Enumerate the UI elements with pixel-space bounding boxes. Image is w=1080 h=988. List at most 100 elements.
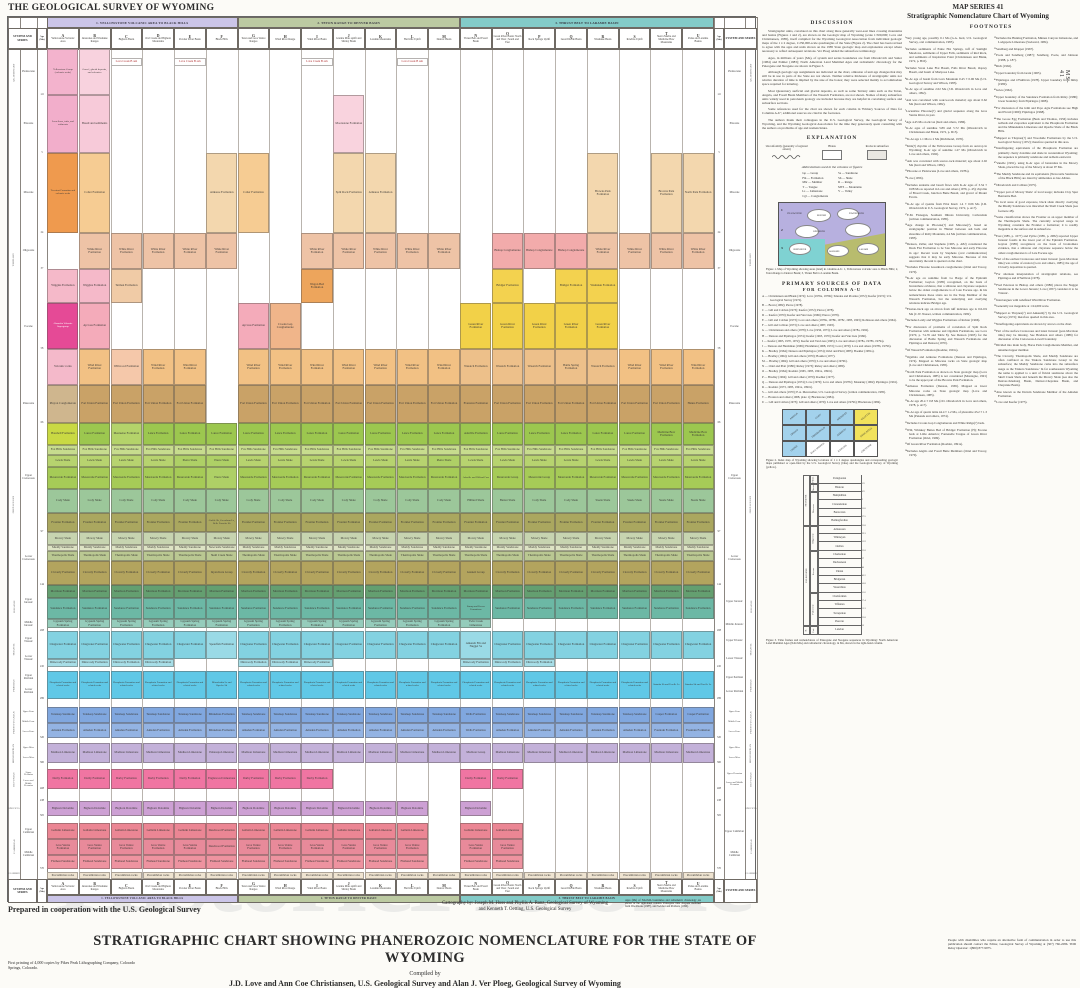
- formation-cell: Thermopolis Shale: [460, 551, 492, 561]
- abbreviation-entry: Cgl — Conglomerate: [802, 193, 829, 198]
- series-label: Upper Cambrian: [22, 828, 35, 834]
- formation-cell: Gypsum Spring Formation: [174, 619, 206, 628]
- era-label-text: ORDOVICIAN: [8, 807, 20, 810]
- footnote: ³²Wilt, Whiskey Buttes Bed of Bridger Fo…: [905, 427, 987, 440]
- formation-cell: Precambrian rocks: [396, 872, 428, 879]
- formation-cell: Wasatch Formation: [523, 349, 555, 385]
- formation-cell: Sundance Formation: [428, 598, 460, 619]
- age-tick: 58: [40, 347, 44, 350]
- formation-cell: Precambrian rocks: [110, 872, 142, 879]
- formation-cell: Morrison Formation: [460, 585, 492, 598]
- formation-cell: Gros Ventre Formation: [269, 839, 301, 855]
- column-letter: N: [474, 882, 478, 887]
- formation-cell: Morrison Formation: [142, 585, 174, 598]
- formation-cell: Chugwater Formation: [79, 631, 111, 659]
- header-column-header: H Wind River Range: [269, 28, 302, 49]
- age-tick: 1.6: [717, 93, 721, 96]
- formation-cell: Chugwater Formation: [364, 631, 397, 659]
- footnote: ⁶³The Cloverly, Thermopolis Shale, and M…: [994, 354, 1078, 387]
- formation-cell: Fox Hills Sandstone: [206, 445, 238, 455]
- formation-cell: Wasatch Formation: [587, 349, 619, 385]
- formation-cell: Fox Hills Sandstone: [110, 445, 142, 455]
- formation-cell: Mowry Shale: [555, 532, 587, 545]
- header-column-header: A Yellowstone Volcanic Area: [47, 28, 79, 49]
- formation-cell: Wiggins Formation: [47, 269, 79, 303]
- column-letter: C: [125, 35, 128, 39]
- source-entry: D — Keefer (1970); Keefer and Van Lieu (…: [762, 313, 840, 318]
- formation-cell: Chugwater Formation: [650, 631, 682, 659]
- footnote: ²⁵Of Wasatch Formation (Roehler, 1991a).: [905, 347, 959, 352]
- header-column-header: K Laramie Mountains: [364, 28, 397, 49]
- formation-cell: Green River Formation: [491, 303, 524, 349]
- formation-cell: Cloverly Formation: [682, 561, 714, 585]
- formation-cell: Skull Creek Shale: [206, 551, 238, 561]
- formation-cell: Fort Union Formation: [587, 385, 619, 423]
- formation-cell: Tensleep Sandstone: [110, 707, 142, 723]
- era-label: CRETACEOUS: [745, 423, 757, 585]
- formation-cell: White River Formation: [364, 233, 397, 269]
- column-letter: T: [665, 32, 668, 37]
- column-letter: P: [538, 883, 541, 888]
- formation-cell: Sundance Formation: [142, 598, 174, 619]
- header-column-header-bottom: K Laramie Mountains: [364, 879, 397, 895]
- era-label: PERMIAN: [745, 671, 757, 699]
- formation-cell: Dinwoody Formation: [79, 659, 111, 667]
- series-label: Upper Devonian: [726, 772, 743, 775]
- formation-cell: Wells Formation: [460, 707, 492, 723]
- formation-cell: Mesaverde Formation: [269, 467, 301, 489]
- formation-cell: Phosphoria Formation and related rocks: [110, 671, 142, 699]
- formation-cell: Madison Limestone: [110, 743, 142, 763]
- axis-gridline: [756, 17, 758, 903]
- formation-cell: Precambrian rocks: [79, 872, 111, 879]
- nalma-row: Lancian: [817, 626, 862, 635]
- authors: J.D. Love and Ann Coe Christiansen, U.S.…: [229, 979, 621, 988]
- formation-cell: Bridger Formation: [555, 269, 587, 303]
- formation-cell: Tensleep Sandstone: [587, 707, 619, 723]
- quad-row: OGDEN ROCK SPRINGS RAWLINS CHEYENNE: [782, 440, 882, 457]
- formation-cell: Tensleep Sandstone: [619, 707, 651, 723]
- formation-cell: Phosphoria Formation and related rocks: [47, 671, 79, 699]
- transect-band: 2. TETON RANGE TO DENVER BASIN: [237, 17, 460, 28]
- formation-cell: Frontier Formation: [491, 513, 524, 532]
- footnote: ⁶⁴Also known as the Darwin Sandstone Mem…: [994, 389, 1078, 398]
- formation-cell: Volcanic rocks: [47, 349, 79, 385]
- formation-cell: Pierre Shale: [206, 467, 238, 489]
- column-name: Hartville Uplift: [403, 886, 421, 890]
- column-letter: M: [442, 35, 446, 39]
- formation-cell: Wind River Formation: [79, 349, 111, 385]
- formation-cell: Chugwater Formation: [301, 631, 333, 659]
- formation-cell: Precambrian rocks: [555, 872, 587, 879]
- footnote: ³⁷Poole and Sandberg (1987); Sandberg, P…: [994, 53, 1078, 62]
- formation-cell: Phosphoria Formation and related rocks: [142, 671, 174, 699]
- formation-cell: Frontier Formation: [523, 513, 555, 532]
- series-label: Middle Penn.: [22, 720, 35, 723]
- formation-cell: Mowry Shale: [301, 532, 333, 545]
- quad-cell: ASHTON: [782, 408, 806, 425]
- column-gridline: [205, 17, 207, 903]
- formation-cell: Chugwater Formation: [333, 631, 365, 659]
- age-tick: 24: [40, 231, 44, 234]
- formation-cell: Precambrian rocks: [460, 872, 492, 879]
- formation-cell: Frontier Formation: [619, 513, 651, 532]
- formation-cell: Cloverly Formation: [619, 561, 651, 585]
- series-label: Paleocene: [728, 401, 741, 405]
- epoch-cell: Pliocene: [809, 483, 818, 492]
- formation-cell: Morrison Formation: [523, 585, 555, 598]
- formation-cell: Gros Ventre Formation: [460, 839, 492, 855]
- formation-cell: Dinwoody Formation: [460, 659, 492, 667]
- formation-cell: Teewinot Formation and volcanic rocks: [47, 153, 79, 233]
- era-label-text: DEVONIAN: [12, 771, 16, 787]
- formation-cell: Gypsum Spring Formation: [269, 619, 301, 628]
- formation-cell: Gravel, glacial deposits, and volcanics: [79, 49, 111, 95]
- formation-cell: Sundance Formation: [396, 598, 428, 619]
- formation-cell: Gros Ventre Formation: [301, 839, 333, 855]
- formation-cell: Flathead Sandstone: [206, 855, 238, 869]
- source-entry: N — Oriel and Platt (1980); Rubey (1973)…: [762, 364, 846, 369]
- era-label-text: PERMIAN: [749, 678, 753, 692]
- age-tick: 97: [717, 530, 721, 533]
- formation-cell: Deadwood Formation: [206, 839, 238, 855]
- formation-cell: Mesaverde Formation: [396, 467, 428, 489]
- column-letter: O: [506, 32, 510, 37]
- source-entry: J — Denson and Harshman (1969); Harshman…: [762, 343, 892, 348]
- footnote: ⁴⁴The Goose Egg Formation (Burk and Thom…: [994, 116, 1078, 133]
